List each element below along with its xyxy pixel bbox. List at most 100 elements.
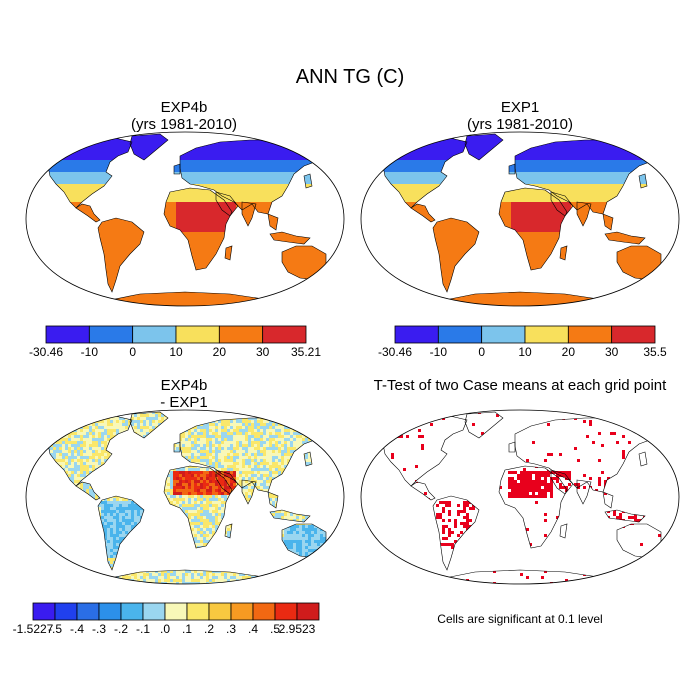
map1-coast-southAmerica [97, 217, 145, 293]
map4-border [360, 409, 680, 585]
map2-coast-antarctica [434, 291, 606, 306]
map4-coast-japan [638, 451, 648, 467]
map4-coast-africa [498, 465, 568, 549]
panel-2-subtitle: (yrs 1981-2010) [467, 116, 573, 133]
colorbar-2-box-6 [164, 602, 188, 621]
map4-coast-centralAmerica [410, 481, 436, 501]
colorbar-2-label-12: 2.9523 [278, 622, 316, 636]
colorbar-1-label-5: 30 [604, 345, 619, 359]
map3-coast-centralAmerica [75, 481, 101, 501]
colorbar-2-box-4 [120, 602, 144, 621]
colorbar-1-label-2: 0 [478, 345, 485, 359]
colorbar-0-box-2 [132, 325, 177, 344]
map1-coast-japan [303, 173, 313, 189]
map1-border [25, 131, 345, 307]
map-difference [25, 409, 345, 585]
colorbar-1-box-5 [611, 325, 656, 344]
panel-3-title: EXP4b - EXP1 [18, 377, 350, 411]
panel-4-title-text: T-Test of two Case means at each grid po… [373, 377, 667, 394]
map2-coast-seAsia [602, 213, 614, 231]
map3-coast-greenland [129, 411, 169, 439]
map3-coast-uk [173, 441, 181, 453]
map-exp4b [25, 131, 345, 307]
colorbar-exp1-labels: -30.46 -10 0 10 20 30 35.5 [378, 345, 667, 361]
colorbar-2-box-11 [274, 602, 298, 621]
map1-coast-antarctica [99, 291, 271, 306]
map3-coastlines [41, 411, 343, 584]
colorbar-2-box-0 [32, 602, 56, 621]
map2-coast-uk [508, 163, 516, 175]
colorbar-difference [32, 602, 320, 621]
map4-coast-madagascar [559, 523, 568, 539]
map4-coast-uk [508, 441, 516, 453]
colorbar-0-label-4: 20 [212, 345, 227, 359]
colorbar-2-label-3: -.3 [91, 622, 107, 636]
map3-coast-japan [303, 451, 313, 467]
colorbar-2-label-0: -1.5227 [12, 622, 54, 636]
map4-coast-seAsia [602, 491, 614, 509]
colorbar-2-label-7: .1 [181, 622, 193, 636]
panel-1-title: EXP4b (yrs 1981-2010) [18, 99, 350, 133]
colorbar-1-box-0 [394, 325, 439, 344]
map4-coast-northAmerica [376, 415, 468, 487]
map2-coast-arabia [550, 191, 574, 217]
map1-coast-greenland [129, 133, 169, 161]
colorbar-0-label-1: -10 [80, 345, 98, 359]
colorbar-1-label-3: 10 [518, 345, 532, 359]
map1-coast-india [241, 201, 257, 227]
colorbar-2-label-8: .2 [203, 622, 215, 636]
map4-coast-greenland [464, 411, 504, 439]
map1-coast-seAsia [267, 213, 279, 231]
colorbar-2-label-1: -.5 [47, 622, 63, 636]
map3-border [25, 409, 345, 585]
map2-coast-indonesia [604, 231, 646, 245]
map3-coast-southAmerica [97, 495, 145, 571]
colorbar-0-box-5 [262, 325, 307, 344]
map2-land-fill [377, 134, 677, 306]
colorbar-2-label-4: -.2 [113, 622, 129, 636]
map1-land-fill [42, 134, 342, 306]
panel-2-title-text: EXP1 [500, 99, 540, 116]
map-exp1 [360, 131, 680, 307]
colorbar-0-label-0: -30.46 [28, 345, 64, 359]
map4-coast-nz [672, 549, 678, 561]
map4-coast-arabia [550, 469, 574, 495]
colorbar-2-box-12 [296, 602, 320, 621]
colorbar-1-box-4 [567, 325, 613, 344]
colorbar-2-label-2: -.4 [69, 622, 85, 636]
panel-2-title: EXP1 (yrs 1981-2010) [354, 99, 686, 133]
map1-coast-northAmerica [41, 137, 133, 209]
colorbar-2-label-9: .3 [225, 622, 237, 636]
colorbar-2-label-5: -.1 [135, 622, 151, 636]
colorbar-2-label-10: .4 [247, 622, 259, 636]
map2-coast-northAmerica [376, 137, 468, 209]
map2-coast-centralAmerica [410, 203, 436, 223]
colorbar-1-label-0: -30.46 [377, 345, 413, 359]
colorbar-0-label-3: 10 [169, 345, 183, 359]
colorbar-1-label-6: 35.5 [643, 345, 667, 359]
map2-coast-southAmerica [432, 217, 480, 293]
map-ttest [360, 409, 680, 585]
map4-coast-antarctica [434, 569, 606, 584]
colorbar-0-label-2: 0 [129, 345, 136, 359]
colorbar-0-box-3 [175, 325, 220, 344]
significance-note: Cells are significant at 0.1 level [437, 612, 603, 626]
map4-coast-australia [616, 523, 662, 559]
colorbar-2-label-11: .5 [269, 622, 281, 636]
map2-coast-nz [672, 271, 678, 283]
map3-coast-nz [337, 549, 343, 561]
colorbar-2-box-3 [98, 602, 122, 621]
map4-coast-india [576, 479, 592, 505]
colorbar-2-box-8 [208, 602, 232, 621]
map3-coast-arabia [215, 469, 239, 495]
map1-coast-nz [337, 271, 343, 283]
colorbar-1-label-4: 20 [561, 345, 576, 359]
colorbar-2-box-9 [230, 602, 254, 621]
colorbar-0-box-4 [218, 325, 264, 344]
colorbar-2-label-6: .0 [159, 622, 171, 636]
map1-coast-africa [163, 187, 233, 271]
colorbar-2-box-5 [142, 602, 166, 621]
colorbar-exp4b [45, 325, 307, 344]
figure-title: ANN TG (C) [295, 66, 405, 88]
map4-coast-southAmerica [432, 495, 480, 571]
